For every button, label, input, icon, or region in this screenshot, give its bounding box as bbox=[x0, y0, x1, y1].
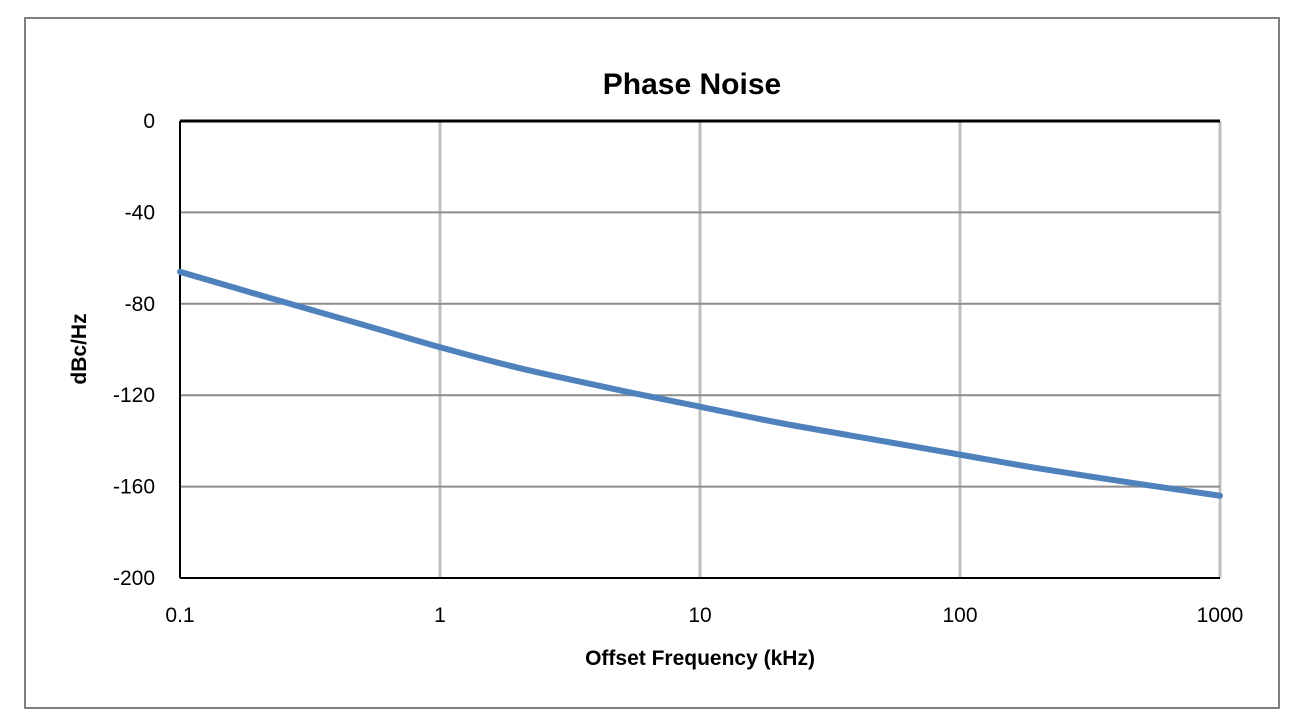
phase-noise-series-line bbox=[177, 268, 1223, 499]
y-tick-label: -80 bbox=[125, 293, 155, 316]
chart-title: Phase Noise bbox=[603, 68, 781, 101]
y-tick-label: -160 bbox=[113, 476, 155, 499]
series-layer bbox=[177, 268, 1223, 499]
y-tick-label: -200 bbox=[113, 567, 155, 590]
y-tick-label: -40 bbox=[125, 201, 155, 224]
x-tick-label: 1000 bbox=[1197, 604, 1244, 627]
y-tick-label: -120 bbox=[113, 384, 155, 407]
x-tick-label: 100 bbox=[942, 604, 977, 627]
x-tick-label: 0.1 bbox=[165, 604, 194, 627]
x-tick-label: 1 bbox=[434, 604, 446, 627]
y-axis-title: dBc/Hz bbox=[68, 313, 91, 384]
chart-frame bbox=[24, 17, 1280, 709]
tick-layer: 0 -40 -80 -120 -160 -200 0.1 1 10 100 1000 bbox=[113, 110, 1243, 627]
x-tick-label: 10 bbox=[688, 604, 711, 627]
axis-layer bbox=[179, 119, 1220, 579]
x-axis-title: Offset Frequency (kHz) bbox=[585, 647, 815, 670]
grid-layer bbox=[180, 121, 1222, 578]
y-tick-label: 0 bbox=[143, 110, 155, 133]
